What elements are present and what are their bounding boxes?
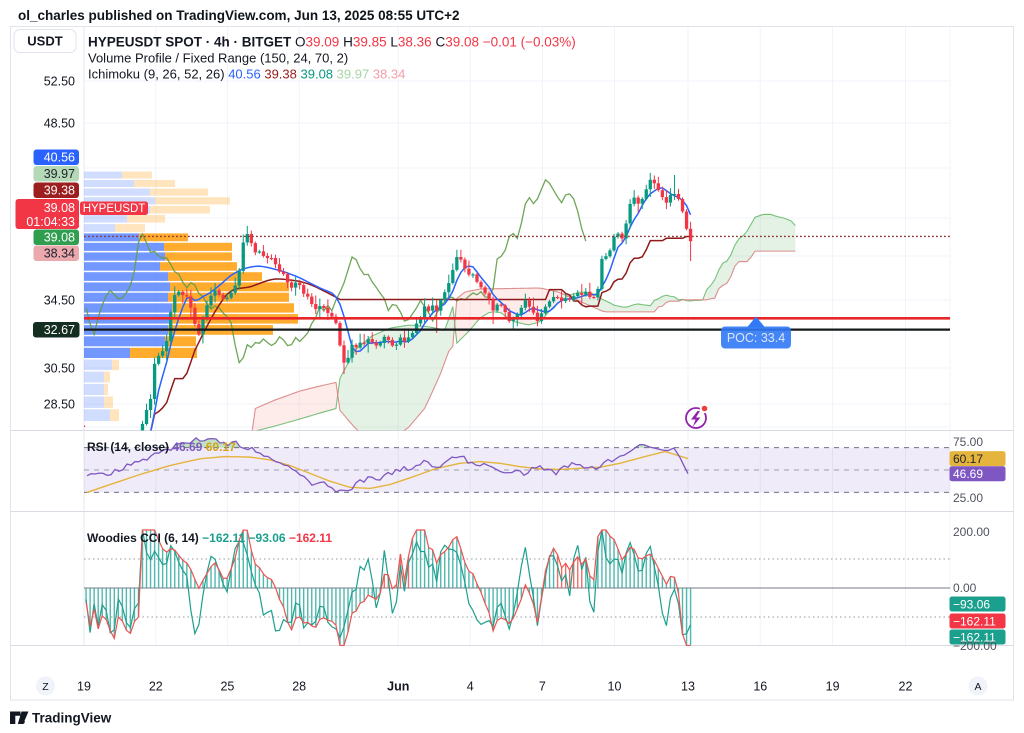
svg-text:22: 22 (149, 680, 163, 694)
svg-text:48.50: 48.50 (44, 117, 75, 131)
svg-text:52.50: 52.50 (44, 75, 75, 89)
svg-text:10: 10 (608, 680, 622, 694)
svg-text:75.00: 75.00 (953, 435, 983, 449)
svg-text:USDT: USDT (27, 34, 62, 49)
svg-text:16: 16 (753, 680, 767, 694)
svg-text:19: 19 (77, 680, 91, 694)
svg-text:−162.11: −162.11 (953, 615, 996, 629)
svg-text:22: 22 (899, 680, 913, 694)
svg-text:0.00: 0.00 (953, 581, 977, 595)
svg-text:RSI (14, close) 46.69 60.17: RSI (14, close) 46.69 60.17 (87, 440, 236, 454)
svg-text:Jun: Jun (387, 680, 409, 694)
svg-text:Ichimoku (9, 26, 52, 26) 40.56: Ichimoku (9, 26, 52, 26) 40.56 39.38 39.… (88, 67, 405, 82)
svg-text:7: 7 (539, 680, 546, 694)
svg-text:19: 19 (826, 680, 840, 694)
svg-text:39.08: 39.08 (44, 231, 75, 245)
svg-text:32.67: 32.67 (44, 323, 75, 337)
svg-text:28: 28 (292, 680, 306, 694)
svg-text:TradingView: TradingView (32, 711, 112, 726)
svg-text:−93.06: −93.06 (953, 598, 990, 612)
svg-text:40.56: 40.56 (44, 151, 75, 165)
svg-text:46.69: 46.69 (953, 467, 983, 481)
svg-text:30.50: 30.50 (44, 362, 75, 376)
svg-text:34.50: 34.50 (44, 294, 75, 308)
svg-text:39.97: 39.97 (44, 167, 75, 181)
svg-text:ol_charles published on Tradin: ol_charles published on TradingView.com,… (18, 8, 460, 23)
svg-text:39.08: 39.08 (44, 201, 75, 215)
svg-text:25.00: 25.00 (953, 491, 983, 505)
svg-text:28.50: 28.50 (44, 398, 75, 412)
svg-text:POC: 33.4: POC: 33.4 (727, 331, 785, 345)
svg-text:Woodies CCI (6, 14) −162.11 −9: Woodies CCI (6, 14) −162.11 −93.06 −162.… (87, 531, 332, 545)
svg-text:4: 4 (467, 680, 474, 694)
svg-text:−200.00: −200.00 (953, 639, 997, 653)
svg-text:Volume Profile / Fixed Range (: Volume Profile / Fixed Range (150, 24, 7… (88, 51, 348, 66)
svg-text:13: 13 (681, 680, 695, 694)
svg-text:Z: Z (42, 681, 49, 693)
svg-text:A: A (974, 681, 981, 693)
svg-text:39.38: 39.38 (44, 184, 75, 198)
svg-text:01:04:33: 01:04:33 (26, 215, 75, 229)
svg-text:HYPEUSDT: HYPEUSDT (83, 203, 146, 215)
svg-text:−162.11: −162.11 (953, 631, 996, 645)
svg-text:200.00: 200.00 (953, 525, 990, 539)
svg-text:38.34: 38.34 (44, 247, 75, 261)
svg-text:HYPEUSDT SPOT · 4h · BITGET O3: HYPEUSDT SPOT · 4h · BITGET O39.09 H39.8… (88, 35, 576, 50)
svg-text:60.17: 60.17 (953, 452, 983, 466)
svg-text:25: 25 (220, 680, 234, 694)
